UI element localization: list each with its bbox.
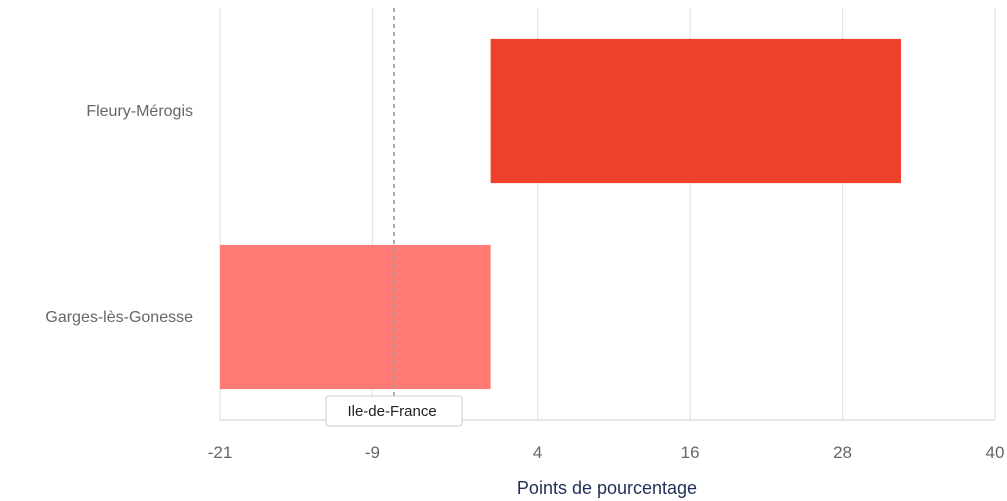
reference-label: Ile-de-France bbox=[347, 403, 436, 420]
category-labels: Fleury-Mérogis Garges-lès-Gonesse bbox=[45, 103, 193, 326]
x-tick-label: 4 bbox=[533, 443, 542, 462]
category-label: Garges-lès-Gonesse bbox=[45, 309, 193, 326]
x-axis-title: Points de pourcentage bbox=[517, 478, 697, 498]
bars-group bbox=[220, 38, 901, 390]
x-tick-label: 16 bbox=[681, 443, 700, 462]
bar bbox=[220, 244, 491, 390]
x-tick-label: -9 bbox=[365, 443, 380, 462]
x-tick-label: 40 bbox=[986, 443, 1005, 462]
x-tick-label: 28 bbox=[833, 443, 852, 462]
reference-line-group: Ile-de-France bbox=[325, 8, 463, 427]
category-label: Fleury-Mérogis bbox=[86, 103, 193, 120]
bar bbox=[490, 38, 901, 184]
x-tick-labels: -21 -9 4 16 28 40 bbox=[208, 443, 1005, 462]
x-tick-label: -21 bbox=[208, 443, 233, 462]
reference-label-box bbox=[325, 395, 463, 427]
